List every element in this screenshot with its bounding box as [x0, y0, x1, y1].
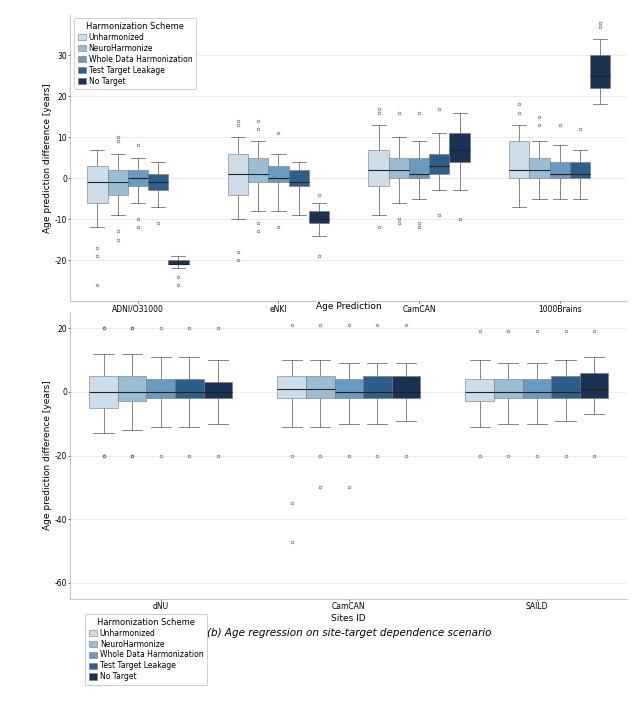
FancyBboxPatch shape — [128, 170, 148, 186]
FancyBboxPatch shape — [494, 379, 523, 398]
FancyBboxPatch shape — [465, 379, 494, 402]
FancyBboxPatch shape — [147, 379, 175, 398]
FancyBboxPatch shape — [429, 153, 449, 174]
FancyBboxPatch shape — [277, 376, 306, 398]
Legend: Unharmonized, NeuroHarmonize, Whole Data Harmonization, Test Target Leakage, No : Unharmonized, NeuroHarmonize, Whole Data… — [74, 18, 196, 89]
Text: (a) Age regression on site-target dependence scenario.: (a) Age regression on site-target depend… — [205, 330, 493, 340]
FancyBboxPatch shape — [509, 141, 529, 179]
X-axis label: Sites ID: Sites ID — [332, 614, 366, 623]
FancyBboxPatch shape — [89, 376, 118, 408]
FancyBboxPatch shape — [580, 373, 609, 398]
X-axis label: Sites ID: Sites ID — [332, 316, 366, 325]
FancyBboxPatch shape — [168, 260, 189, 264]
FancyBboxPatch shape — [529, 158, 550, 179]
FancyBboxPatch shape — [248, 158, 268, 182]
FancyBboxPatch shape — [523, 379, 551, 398]
FancyBboxPatch shape — [590, 55, 611, 88]
FancyBboxPatch shape — [175, 379, 204, 398]
FancyBboxPatch shape — [268, 166, 289, 182]
FancyBboxPatch shape — [118, 376, 147, 402]
FancyBboxPatch shape — [409, 158, 429, 179]
Legend: Unharmonized, NeuroHarmonize, Whole Data Harmonization, Test Target Leakage, No : Unharmonized, NeuroHarmonize, Whole Data… — [85, 614, 207, 685]
FancyBboxPatch shape — [449, 133, 470, 162]
Y-axis label: Age prediction difference [years]: Age prediction difference [years] — [43, 83, 52, 233]
FancyBboxPatch shape — [392, 376, 420, 398]
FancyBboxPatch shape — [289, 170, 309, 186]
FancyBboxPatch shape — [204, 382, 232, 398]
FancyBboxPatch shape — [335, 379, 363, 398]
FancyBboxPatch shape — [363, 376, 392, 398]
FancyBboxPatch shape — [570, 162, 590, 179]
FancyBboxPatch shape — [108, 170, 128, 194]
FancyBboxPatch shape — [306, 376, 335, 398]
FancyBboxPatch shape — [550, 162, 570, 179]
FancyBboxPatch shape — [148, 174, 168, 191]
FancyBboxPatch shape — [87, 166, 108, 203]
Title: Age Prediction: Age Prediction — [316, 302, 381, 312]
Y-axis label: Age prediction difference [years]: Age prediction difference [years] — [43, 381, 52, 531]
FancyBboxPatch shape — [309, 211, 329, 223]
FancyBboxPatch shape — [369, 150, 388, 186]
Text: (b) Age regression on site-target dependence scenario: (b) Age regression on site-target depend… — [207, 628, 491, 638]
FancyBboxPatch shape — [551, 376, 580, 398]
FancyBboxPatch shape — [228, 153, 248, 194]
FancyBboxPatch shape — [388, 158, 409, 179]
